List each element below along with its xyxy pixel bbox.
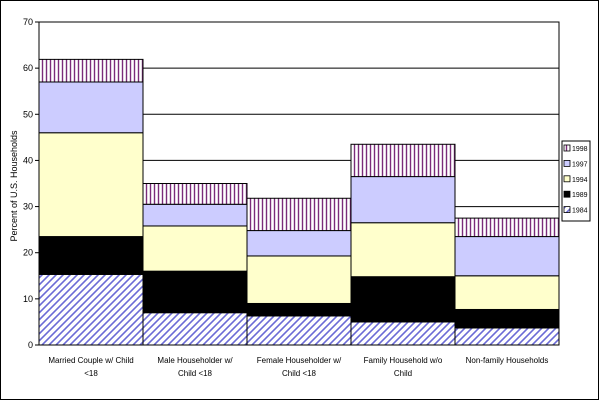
legend-swatch-1994 <box>563 175 571 183</box>
bar-segment-1989 <box>246 302 352 317</box>
bar-segment-1984 <box>454 327 560 346</box>
bar-segment-1984 <box>142 312 248 346</box>
bar-segment-1998 <box>454 217 560 238</box>
bar-segment-1997 <box>454 236 560 277</box>
bar-segment-1989 <box>350 276 456 323</box>
legend-label-1984: 1984 <box>572 208 588 215</box>
legend-swatch-1984 <box>563 206 571 214</box>
legend-label-1998: 1998 <box>572 146 588 153</box>
y-tick-label: 20 <box>23 248 33 258</box>
legend-swatch-1998 <box>563 144 571 152</box>
x-category-label: Child <18 <box>282 369 317 378</box>
legend-swatch-1989 <box>563 190 571 198</box>
x-category-label: Family Household w/o <box>364 356 443 365</box>
bar-segment-1984 <box>38 273 144 346</box>
bar-segment-1997 <box>350 176 456 224</box>
legend-label-1997: 1997 <box>572 161 588 168</box>
y-tick-label: 30 <box>23 202 33 212</box>
bar-segment-1989 <box>38 236 144 275</box>
x-category-label: Male Householder w/ <box>157 356 233 365</box>
bar-segment-1997 <box>246 230 352 257</box>
labels: 0 10 20 30 40 50 60 70 Married Couple w/ Child <1… <box>23 17 548 378</box>
bar-segment-1997 <box>142 203 248 227</box>
bar-segment-1998 <box>350 143 456 178</box>
legend-label-1994: 1994 <box>572 177 588 184</box>
bar-segment-1994 <box>142 225 248 272</box>
bar-segment-1997 <box>38 81 144 134</box>
bar-segment-1989 <box>142 270 248 314</box>
x-category-label: Non-family Households <box>466 356 549 365</box>
legend: 1998 1997 1994 1989 1984 <box>561 140 591 222</box>
y-tick-label: 50 <box>23 109 33 119</box>
x-category-label: <18 <box>84 369 98 378</box>
bar-segment-1994 <box>38 132 144 238</box>
x-category-label: Married Couple w/ Child <box>48 356 133 365</box>
bars <box>38 58 560 346</box>
legend-label-1989: 1989 <box>572 192 588 199</box>
bar-segment-1994 <box>246 255 352 304</box>
y-tick-label: 70 <box>23 17 33 27</box>
bar-segment-1994 <box>454 275 560 310</box>
y-tick-label: 0 <box>28 340 33 350</box>
bar-segment-1984 <box>246 315 352 346</box>
x-category-label: Child <box>394 369 412 378</box>
x-category-label: Female Householder w/ <box>257 356 342 365</box>
bar-segment-1998 <box>38 58 144 83</box>
legend-swatch-1997 <box>563 159 571 167</box>
bar-segment-1998 <box>246 197 352 232</box>
bar-segment-1989 <box>454 308 560 329</box>
y-tick-label: 10 <box>23 294 33 304</box>
y-tick-label: 60 <box>23 63 33 73</box>
bar-segment-1998 <box>142 183 248 205</box>
x-category-label: Child <18 <box>178 369 213 378</box>
axes <box>35 21 560 346</box>
y-axis-label: Percent of U.S. Households <box>9 130 19 242</box>
plot-area-border <box>38 21 560 346</box>
y-tick-label: 40 <box>23 155 33 165</box>
bar-segment-1984 <box>350 321 456 346</box>
bar-segment-1994 <box>350 222 456 278</box>
